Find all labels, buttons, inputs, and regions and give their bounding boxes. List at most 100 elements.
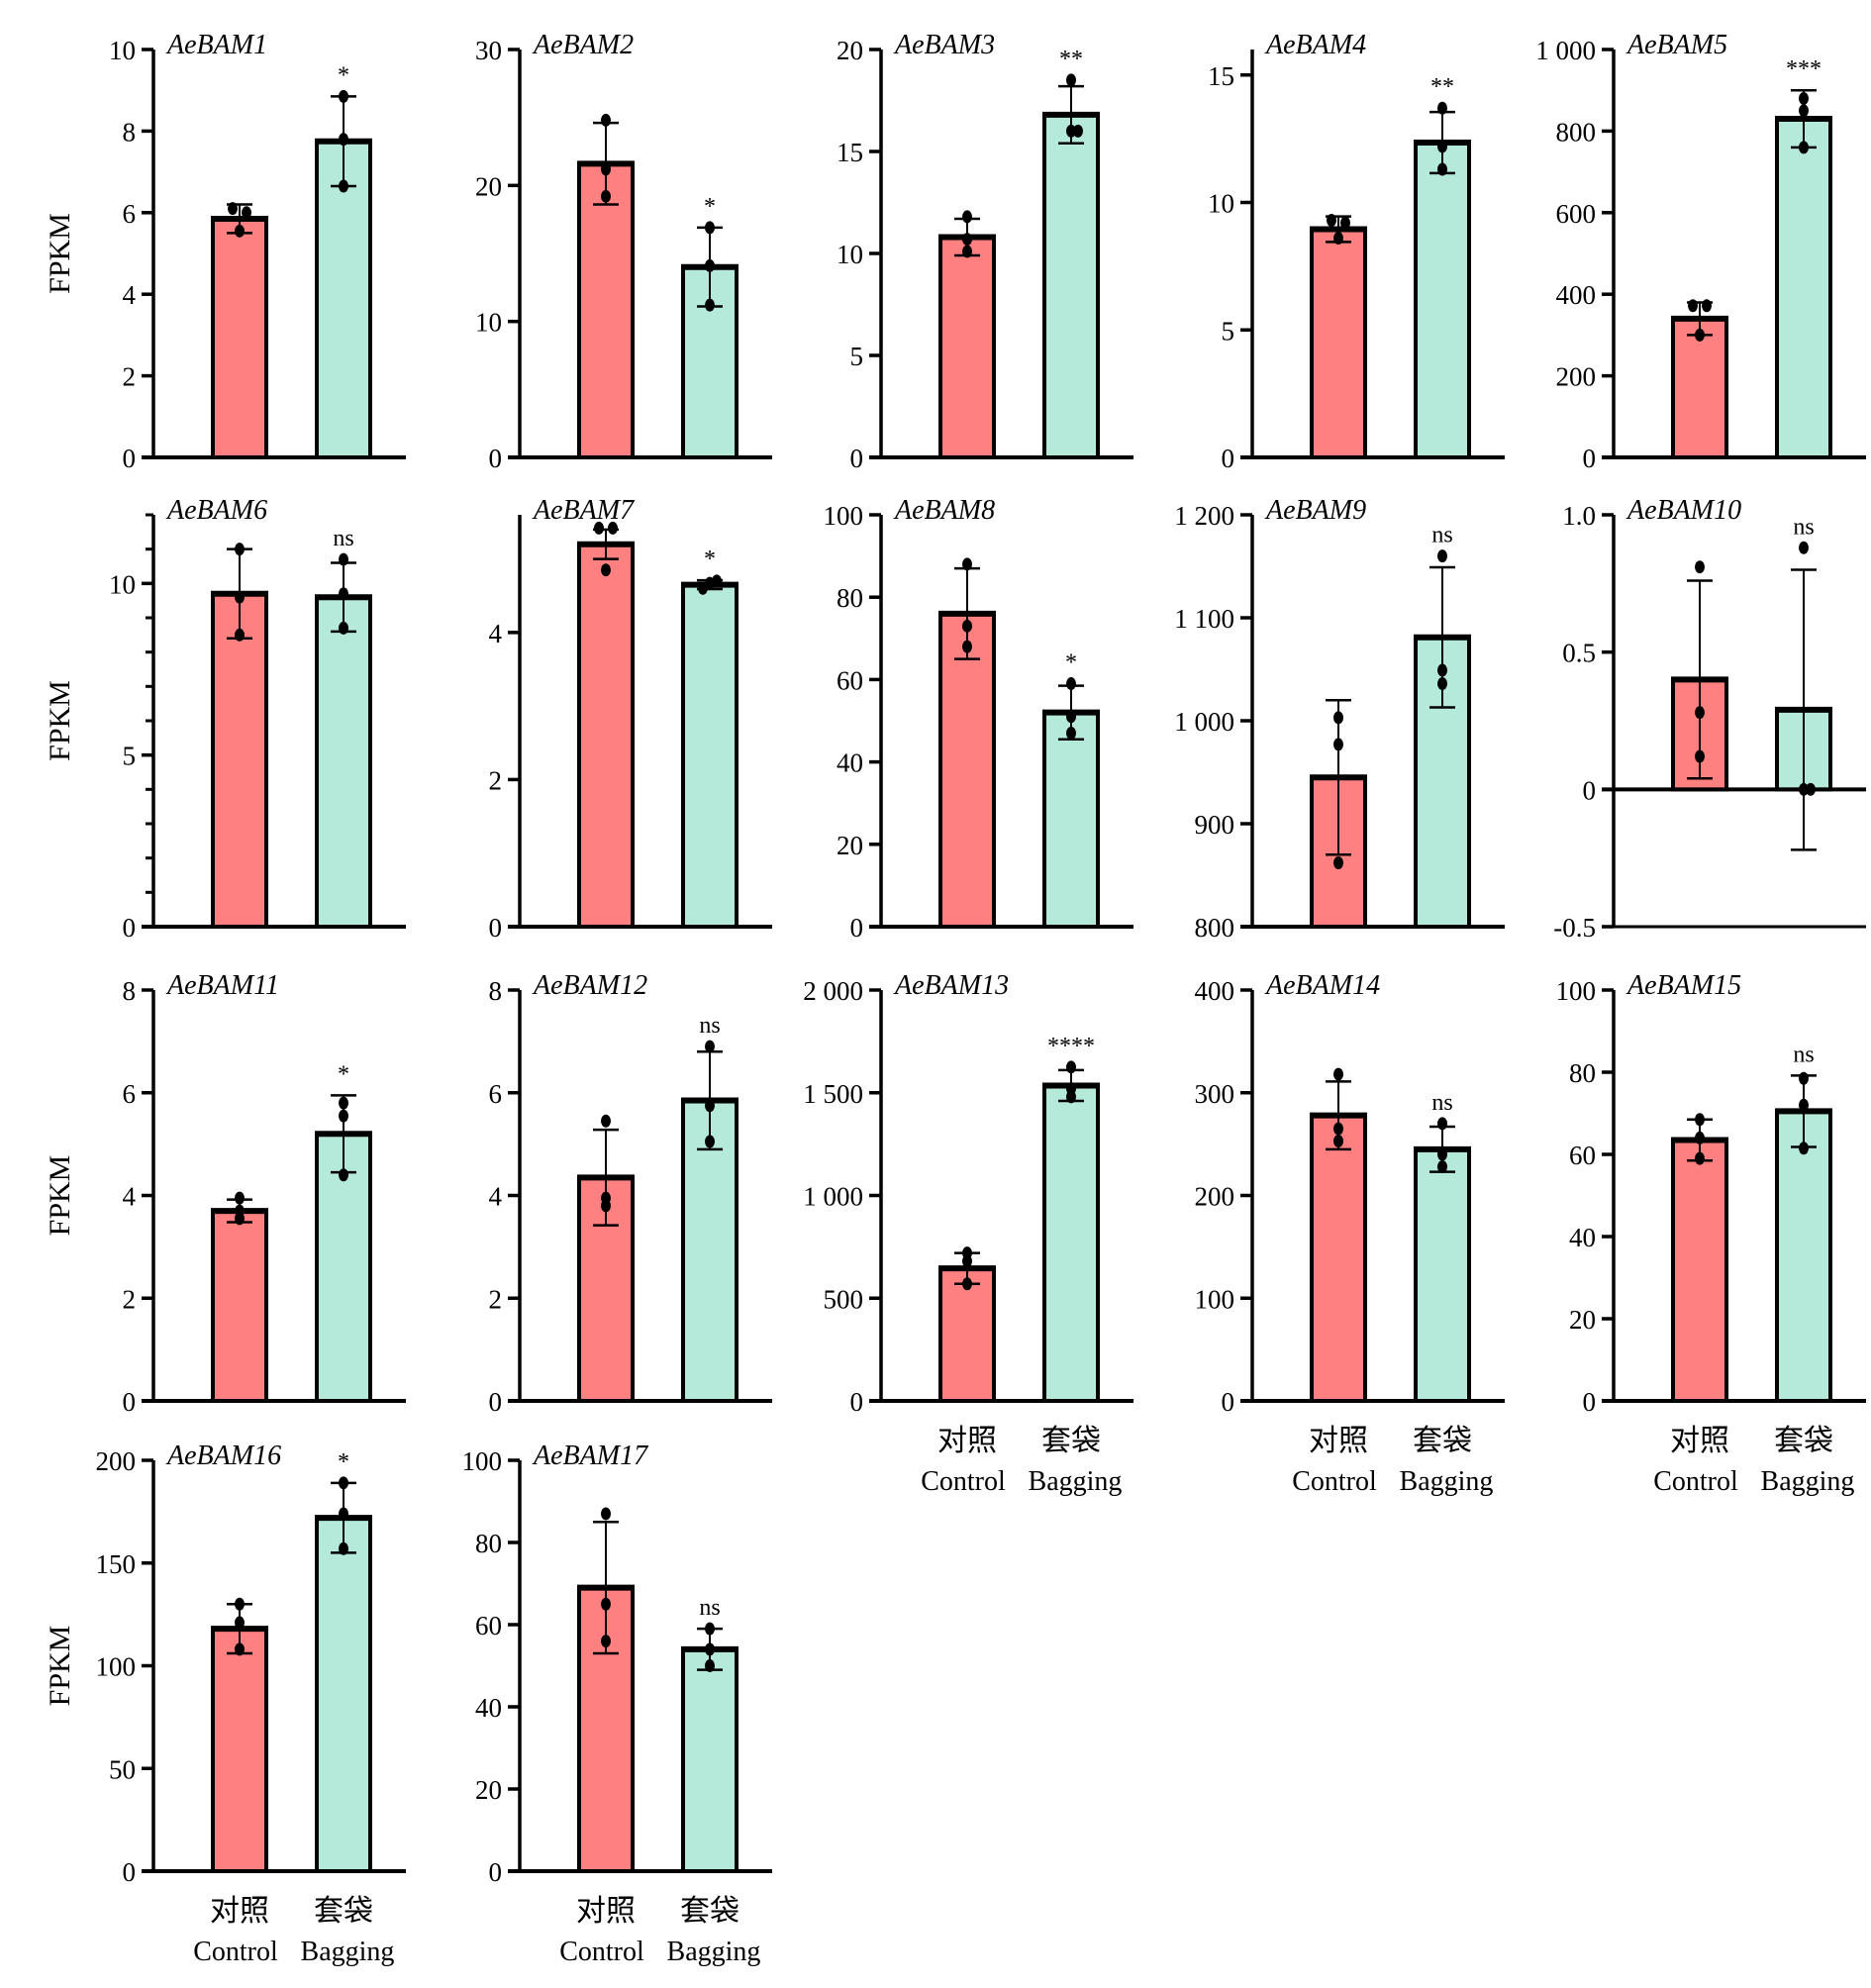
y-tick-label: 0	[1583, 1387, 1597, 1417]
significance-label: *	[338, 1061, 349, 1087]
data-point-bagging	[1799, 104, 1809, 118]
significance-label: ns	[1793, 1042, 1814, 1067]
data-point-control	[228, 202, 238, 216]
data-point-control	[235, 1191, 245, 1205]
y-axis-label: FPKM	[44, 680, 76, 761]
panel-aebam15: 0 20 40 60 80 100 AeBAM15 ns 对照 套袋 Control Bagging	[1556, 970, 1866, 1497]
panel-title: AeBAM17	[532, 1441, 648, 1471]
x-label-en-control: Control	[1653, 1466, 1738, 1497]
data-point-control	[601, 1507, 611, 1521]
data-point-control	[601, 1199, 611, 1213]
bar-control	[1310, 1113, 1367, 1403]
significance-label: ****	[1047, 1034, 1095, 1059]
panel-aebam11: 0 2 4 6 8 AeBAM11 FPKM *	[44, 970, 406, 1417]
significance-label: ns	[1793, 514, 1814, 540]
y-tick-label: 200	[1195, 1182, 1235, 1212]
panel-aebam17: 0 20 40 60 80 100 AeBAM17 ns 对照 套袋 Control Bagging	[462, 1441, 772, 1967]
data-point-control	[235, 1616, 245, 1630]
data-point-bagging	[1073, 124, 1083, 138]
y-tick-label: 0	[489, 1387, 503, 1417]
data-point-bagging	[339, 1541, 348, 1555]
data-point-bagging	[1066, 710, 1076, 724]
bar-control	[938, 1266, 996, 1403]
data-point-bagging	[1066, 677, 1076, 691]
data-point-bagging	[1437, 1159, 1447, 1173]
y-tick-label: 15	[837, 138, 863, 167]
panel-title: AeBAM11	[165, 970, 279, 1001]
bar-control	[938, 611, 996, 930]
y-tick-label: 0	[1583, 444, 1597, 473]
panel-title: AeBAM8	[893, 495, 995, 526]
y-tick-label: 100	[462, 1446, 503, 1476]
data-point-bagging	[339, 179, 348, 193]
panel-aebam2: 0 10 20 30 AeBAM2 *	[475, 30, 772, 473]
bar-control	[577, 1585, 635, 1874]
panel-aebam8: 0 20 40 60 80 100 AeBAM8 *	[824, 495, 1133, 943]
bar-control	[577, 161, 635, 460]
data-point-control	[235, 1212, 245, 1226]
data-point-bagging	[1799, 541, 1809, 554]
x-label-cn-bagging: 套袋	[1413, 1425, 1472, 1457]
data-point-bagging	[1799, 782, 1809, 796]
data-point-bagging	[1437, 1147, 1447, 1161]
bar-bagging	[1775, 117, 1832, 459]
panel-aebam10: -0.5 0 0.5 1.0 AeBAM10 ns	[1553, 495, 1866, 943]
data-point-bagging	[705, 1622, 715, 1636]
panel-title: AeBAM7	[532, 495, 635, 526]
y-tick-label: 800	[1195, 913, 1235, 943]
data-point-bagging	[705, 1659, 715, 1672]
data-point-control	[962, 619, 972, 633]
y-tick-label: 2	[489, 765, 503, 795]
y-tick-label: 100	[96, 1652, 137, 1682]
data-point-control	[1333, 1135, 1343, 1148]
significance-label: *	[704, 194, 716, 220]
data-point-bagging	[1437, 1117, 1447, 1131]
y-tick-label: 1 500	[803, 1079, 863, 1109]
data-point-control	[1695, 1131, 1705, 1144]
panel-aebam1: 0 2 4 6 8 10 AeBAM1 FPKM *	[44, 30, 406, 473]
data-point-bagging	[339, 621, 348, 635]
data-point-bagging	[705, 576, 715, 590]
y-tick-label: 500	[824, 1284, 864, 1314]
y-tick-label: 10	[109, 569, 136, 599]
data-point-control	[1695, 1151, 1705, 1165]
data-point-control	[1333, 711, 1343, 725]
data-point-control	[1333, 856, 1343, 870]
data-point-control	[608, 521, 618, 535]
y-tick-label: 80	[837, 583, 863, 613]
x-label-en-control: Control	[921, 1466, 1006, 1497]
y-tick-label: 10	[475, 308, 502, 338]
data-point-control	[242, 206, 251, 220]
y-tick-label: 2	[489, 1284, 503, 1314]
data-point-bagging	[705, 1040, 715, 1053]
x-label-en-bagging: Bagging	[667, 1937, 761, 1967]
panel-aebam6: 0 5 10 AeBAM6 FPKM ns	[44, 495, 406, 943]
significance-label: *	[338, 1449, 349, 1475]
data-point-control	[962, 640, 972, 653]
y-tick-label: 2	[123, 1284, 137, 1314]
data-point-control	[235, 224, 245, 238]
data-point-control	[601, 563, 611, 577]
y-tick-label: 8	[489, 976, 503, 1006]
significance-label: **	[1059, 47, 1083, 72]
data-point-bagging	[705, 258, 715, 272]
data-point-bagging	[339, 1109, 348, 1123]
y-tick-label: 150	[96, 1549, 137, 1579]
y-tick-label: 0	[489, 1857, 503, 1887]
panel-title: AeBAM10	[1625, 495, 1741, 526]
y-axis-label: FPKM	[44, 1626, 76, 1707]
y-tick-label: 6	[123, 1079, 137, 1109]
data-point-bagging	[1437, 677, 1447, 691]
significance-label: *	[338, 62, 349, 88]
panel-aebam7: 0 2 4 AeBAM7 *	[489, 495, 772, 943]
data-point-bagging	[339, 133, 348, 147]
y-tick-label: 0	[1583, 775, 1597, 805]
data-point-bagging	[1799, 141, 1809, 154]
panel-title: AeBAM1	[165, 30, 267, 60]
data-point-control	[601, 113, 611, 127]
data-point-bagging	[705, 298, 715, 312]
bar-bagging	[1414, 140, 1471, 460]
data-point-bagging	[1437, 140, 1447, 153]
y-tick-label: 600	[1556, 199, 1597, 229]
